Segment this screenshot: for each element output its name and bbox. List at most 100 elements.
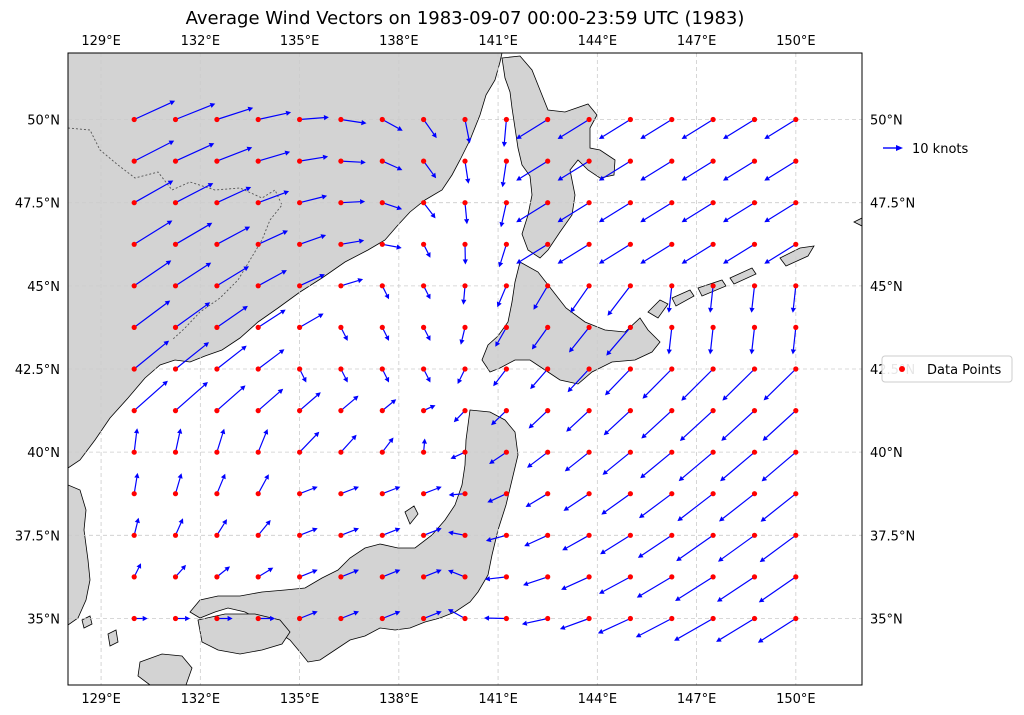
wind-arrowhead-icon — [162, 380, 168, 386]
wind-arrowhead-icon — [642, 393, 648, 399]
data-point — [586, 241, 592, 247]
data-point — [710, 408, 716, 414]
wind-arrowhead-icon — [284, 150, 291, 156]
wind-arrowhead-icon — [676, 556, 682, 562]
wind-arrowhead-icon — [674, 636, 680, 641]
wind-arrow-shaft — [685, 202, 714, 221]
wind-arrowhead-icon — [641, 433, 647, 439]
data-point — [462, 574, 468, 580]
wind-arrowhead-icon — [318, 313, 324, 319]
wind-arrowhead-icon — [636, 592, 643, 598]
wind-arrow-shaft — [258, 152, 286, 162]
wind-arrowhead-icon — [448, 530, 454, 536]
data-point — [462, 491, 468, 497]
data-point — [627, 574, 634, 580]
data-point — [297, 574, 303, 580]
wind-arrowhead-icon — [425, 252, 431, 258]
lon-tick-label-bottom: 135°E — [280, 692, 320, 707]
data-point — [751, 491, 758, 497]
data-point — [627, 615, 634, 622]
wind-arrow-shaft — [520, 202, 549, 221]
wind-arrowhead-icon — [315, 392, 321, 398]
wind-arrowhead-icon — [493, 380, 499, 387]
wind-arrowhead-icon — [561, 585, 567, 590]
data-point — [751, 408, 758, 414]
wind-arrow-shaft — [572, 285, 590, 309]
wind-arrowhead-icon — [301, 376, 307, 383]
data-point — [503, 449, 509, 455]
wind-arrow-shaft — [299, 117, 325, 121]
wind-arrowhead-icon — [222, 519, 227, 525]
data-point — [255, 241, 261, 247]
wind-arrowhead-icon — [285, 110, 292, 116]
wind-arrowhead-icon — [640, 217, 646, 223]
data-point — [379, 615, 385, 622]
wind-arrow-shaft — [534, 327, 549, 346]
wind-arrow-shaft — [608, 368, 631, 393]
wind-arrow-shaft — [340, 240, 360, 245]
wind-arrowhead-icon — [723, 134, 729, 139]
wind-arrow-shaft — [726, 118, 755, 137]
land-layer — [68, 53, 862, 685]
wind-arrowhead-icon — [242, 305, 248, 311]
data-point — [338, 449, 344, 455]
data-point — [503, 615, 509, 622]
wind-arrowhead-icon — [312, 486, 318, 491]
data-point — [710, 449, 716, 455]
wind-arrow-shaft — [668, 285, 673, 308]
wind-arrowhead-icon — [606, 350, 612, 356]
data-point — [793, 574, 799, 580]
wind-arrow-shaft — [685, 118, 714, 137]
wind-arrow-shaft — [133, 222, 169, 245]
wind-arrowhead-icon — [264, 474, 269, 480]
wind-arrowhead-icon — [384, 335, 390, 341]
wind-arrow-shaft — [561, 160, 590, 179]
wind-arrowhead-icon — [169, 100, 176, 106]
wind-vectors — [131, 100, 799, 643]
data-point — [255, 366, 261, 372]
data-point — [503, 200, 509, 206]
wind-arrow-shaft — [763, 534, 797, 560]
data-point — [545, 491, 551, 497]
wind-arrowhead-icon — [598, 175, 605, 181]
wind-arrow-shaft — [568, 451, 590, 469]
lon-tick-label-bottom: 147°E — [677, 692, 717, 707]
lon-tick-label-bottom: 144°E — [578, 692, 618, 707]
wind-arrowhead-icon — [244, 226, 251, 232]
data-point — [172, 408, 179, 414]
data-point — [338, 366, 344, 372]
wind-arrowhead-icon — [134, 428, 140, 434]
data-point — [545, 324, 551, 330]
wind-arrow-shaft — [726, 160, 755, 179]
korea-landmass — [68, 484, 91, 626]
wind-arrow-shaft — [340, 160, 361, 163]
wind-arrow-shaft — [502, 161, 507, 183]
data-point — [751, 449, 758, 455]
data-point — [421, 449, 427, 455]
wind-arrow-shaft — [602, 118, 631, 137]
wind-arrowhead-icon — [134, 517, 140, 524]
data-point — [338, 491, 344, 497]
wind-arrowhead-icon — [177, 473, 183, 479]
data-point — [586, 366, 592, 372]
data-point — [214, 491, 220, 497]
wind-arrow-shaft — [133, 383, 165, 412]
wind-arrow-shaft — [604, 534, 631, 553]
wind-arrowhead-icon — [204, 302, 211, 308]
lat-tick-label-right: 40°N — [870, 446, 903, 461]
data-point — [297, 116, 303, 123]
data-point — [297, 449, 303, 455]
data-point — [627, 532, 634, 538]
data-point — [172, 241, 179, 247]
wind-arrow-shaft — [257, 311, 282, 328]
data-point — [751, 574, 758, 580]
wind-arrowhead-icon — [220, 428, 226, 435]
wind-arrow-shaft — [340, 118, 362, 124]
data-point — [131, 366, 137, 372]
data-point — [214, 408, 220, 414]
wind-arrowhead-icon — [598, 217, 605, 223]
wind-arrowhead-icon — [598, 258, 605, 264]
wind-arrow-shaft — [530, 451, 549, 466]
wind-arrowhead-icon — [557, 217, 564, 223]
wind-arrow-shaft — [299, 236, 322, 245]
